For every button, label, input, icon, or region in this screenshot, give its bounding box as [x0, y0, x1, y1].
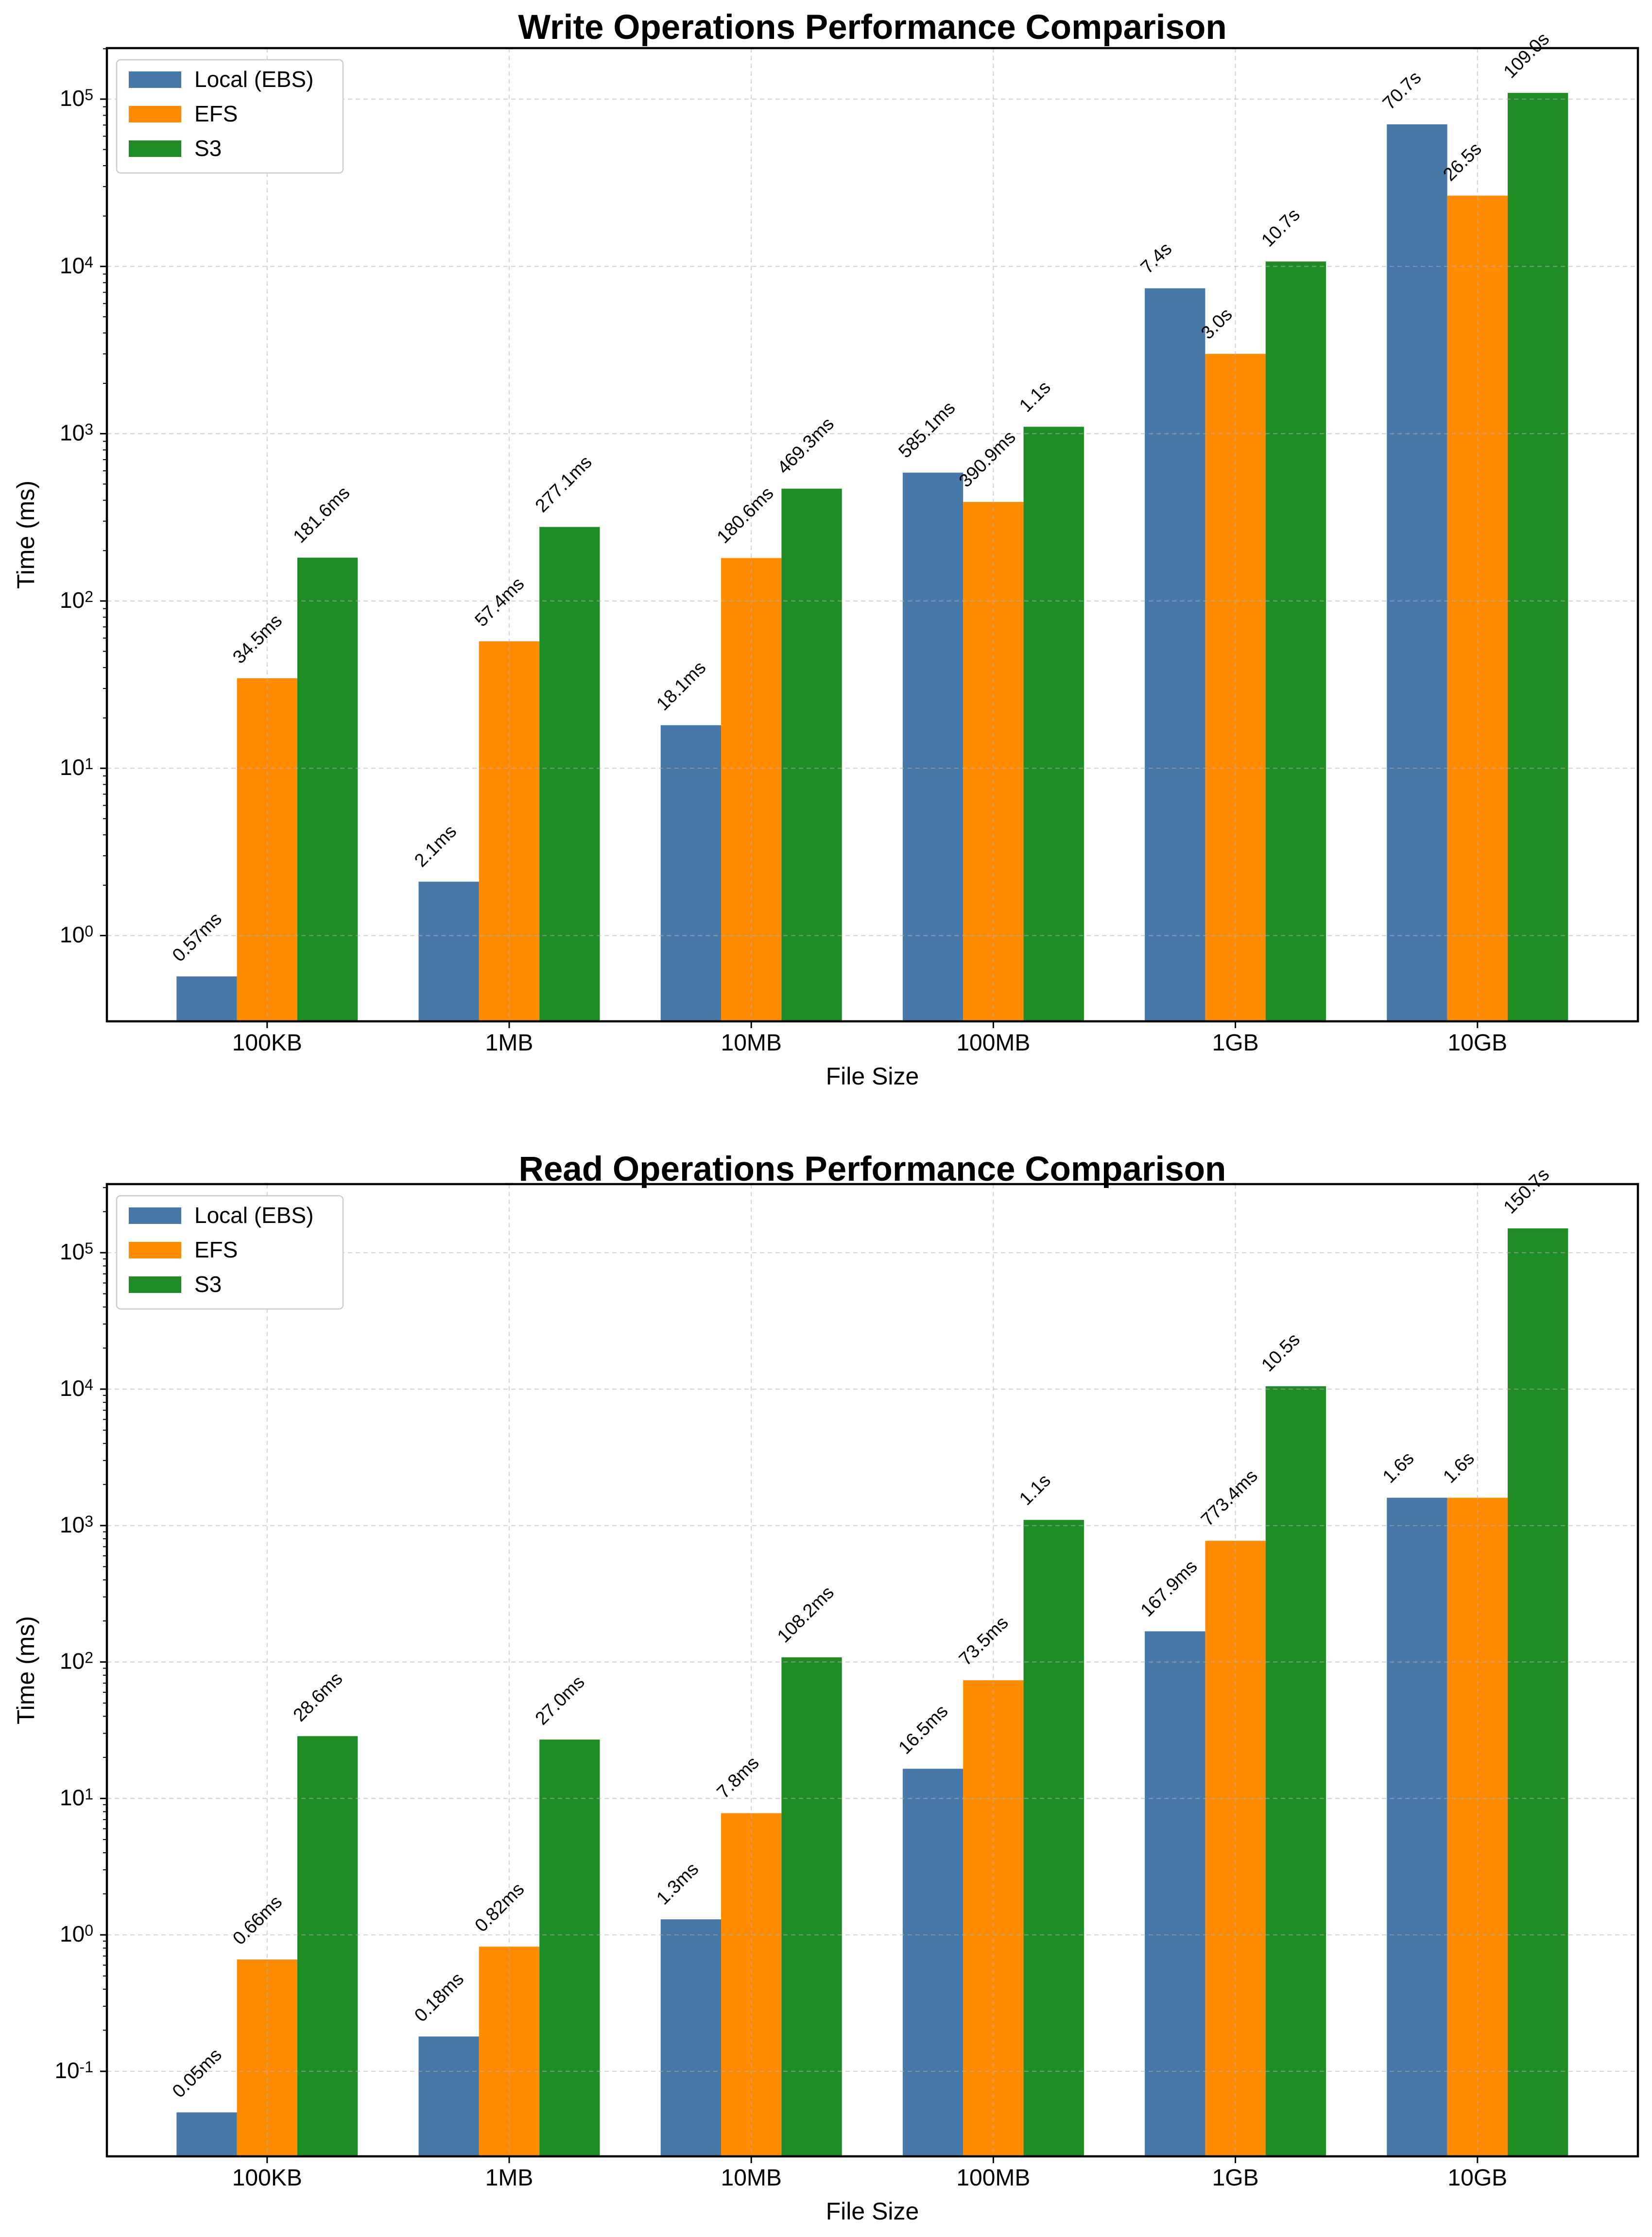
svg-text:S3: S3: [194, 136, 222, 161]
svg-text:105: 105: [60, 86, 93, 111]
svg-text:1GB: 1GB: [1212, 2165, 1259, 2191]
svg-text:10GB: 10GB: [1447, 2165, 1507, 2191]
svg-text:Time (ms): Time (ms): [12, 1616, 39, 1724]
svg-text:Write Operations Performance C: Write Operations Performance Comparison: [518, 8, 1226, 47]
svg-text:102: 102: [60, 587, 93, 613]
svg-text:Local (EBS): Local (EBS): [194, 1203, 313, 1228]
svg-text:100KB: 100KB: [232, 1030, 302, 1056]
svg-text:Local (EBS): Local (EBS): [194, 67, 313, 92]
svg-text:Read Operations Performance Co: Read Operations Performance Comparison: [519, 1150, 1226, 1188]
svg-text:100MB: 100MB: [956, 2165, 1030, 2191]
svg-text:1MB: 1MB: [485, 2165, 533, 2191]
svg-text:1GB: 1GB: [1212, 1030, 1259, 1056]
svg-text:10MB: 10MB: [721, 2165, 782, 2191]
svg-text:103: 103: [60, 420, 93, 446]
svg-text:100: 100: [60, 922, 93, 947]
svg-text:EFS: EFS: [194, 1237, 238, 1262]
svg-text:101: 101: [60, 1785, 93, 1810]
svg-text:10-1: 10-1: [54, 2058, 93, 2083]
svg-text:103: 103: [60, 1512, 93, 1537]
svg-text:100MB: 100MB: [956, 1030, 1030, 1056]
svg-text:S3: S3: [194, 1272, 222, 1297]
svg-text:1MB: 1MB: [485, 1030, 533, 1056]
svg-text:100: 100: [60, 1921, 93, 1946]
svg-text:File Size: File Size: [826, 2198, 919, 2225]
svg-text:10GB: 10GB: [1447, 1030, 1507, 1056]
svg-text:101: 101: [60, 755, 93, 780]
svg-text:104: 104: [60, 1376, 93, 1401]
svg-text:102: 102: [60, 1649, 93, 1674]
svg-text:104: 104: [60, 253, 93, 278]
svg-text:100KB: 100KB: [232, 2165, 302, 2191]
svg-text:File Size: File Size: [826, 1063, 919, 1090]
svg-text:Time (ms): Time (ms): [12, 481, 39, 589]
svg-text:105: 105: [60, 1239, 93, 1264]
svg-text:10MB: 10MB: [721, 1030, 782, 1056]
svg-text:EFS: EFS: [194, 101, 238, 126]
